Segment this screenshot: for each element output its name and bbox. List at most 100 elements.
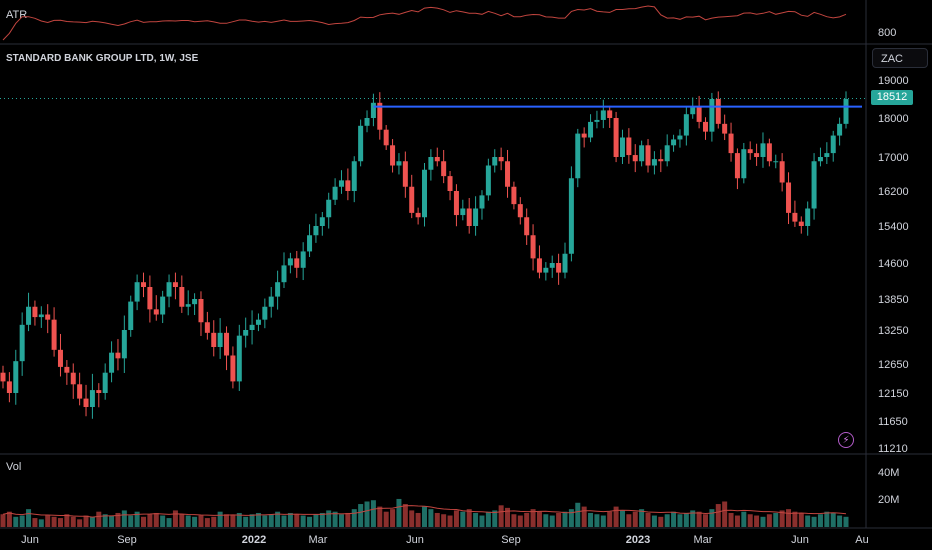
candle-body bbox=[422, 169, 427, 218]
volume-bar bbox=[51, 516, 57, 527]
candle-body bbox=[747, 149, 753, 154]
candle-body bbox=[607, 110, 613, 118]
atr-axis-label: 800 bbox=[878, 27, 896, 39]
volume-bar bbox=[275, 511, 281, 527]
volume-bar bbox=[326, 510, 332, 527]
volume-bar bbox=[153, 512, 159, 527]
volume-bar bbox=[843, 516, 849, 527]
candle-body bbox=[13, 361, 19, 393]
price-tick-label: 16200 bbox=[878, 186, 909, 198]
time-tick-label: Au bbox=[855, 534, 868, 546]
candle-body bbox=[338, 180, 344, 187]
volume-bar bbox=[619, 510, 625, 527]
volume-bar bbox=[511, 514, 517, 527]
candle-body bbox=[588, 121, 594, 138]
volume-bar bbox=[402, 504, 408, 527]
price-tick-label: 13850 bbox=[878, 294, 909, 306]
atr-pane-label: ATR bbox=[6, 9, 27, 21]
volume-bar bbox=[45, 515, 51, 527]
candle-body bbox=[351, 161, 357, 191]
candle-body bbox=[786, 182, 792, 213]
volume-bar bbox=[639, 509, 645, 527]
volume-bar bbox=[268, 514, 274, 527]
candle-body bbox=[26, 306, 32, 325]
candle-body bbox=[281, 265, 287, 283]
candle-body bbox=[179, 287, 185, 307]
candle-body bbox=[760, 143, 766, 157]
volume-bar bbox=[172, 510, 178, 527]
candle-body bbox=[377, 102, 383, 130]
volume-bar bbox=[281, 515, 287, 527]
volume-bar bbox=[236, 512, 242, 527]
candle-body bbox=[326, 199, 332, 218]
candle-body bbox=[460, 208, 466, 216]
volume-bar bbox=[760, 516, 766, 527]
volume-bar bbox=[147, 514, 153, 527]
volume-bar bbox=[102, 514, 108, 527]
volume-bar bbox=[837, 515, 843, 527]
candle-body bbox=[121, 330, 127, 359]
volume-bar bbox=[453, 510, 459, 527]
volume-bar bbox=[96, 511, 102, 527]
volume-bar bbox=[447, 515, 453, 527]
candle-body bbox=[268, 296, 274, 307]
candle-body bbox=[639, 145, 645, 162]
volume-bar bbox=[556, 512, 562, 527]
candle-body bbox=[843, 99, 849, 124]
candle-body bbox=[287, 258, 293, 266]
candle-body bbox=[677, 135, 683, 140]
candle-body bbox=[511, 186, 517, 205]
price-tick-label: 11650 bbox=[878, 416, 908, 428]
last-price-badge: 18512 bbox=[871, 90, 913, 105]
volume-bar bbox=[358, 504, 364, 527]
time-tick-label: Jun bbox=[791, 534, 809, 546]
volume-bar bbox=[262, 515, 268, 527]
candle-body bbox=[428, 157, 434, 170]
volume-bar bbox=[224, 514, 230, 527]
candle-body bbox=[754, 153, 760, 157]
volume-axis-label-40m: 40M bbox=[878, 467, 899, 479]
candle-body bbox=[415, 212, 421, 218]
time-tick-label: Mar bbox=[309, 534, 328, 546]
candle-body bbox=[275, 282, 281, 297]
volume-bar bbox=[779, 510, 785, 527]
candle-body bbox=[307, 235, 313, 252]
candle-body bbox=[345, 180, 351, 191]
candle-body bbox=[709, 99, 715, 132]
candle-body bbox=[594, 119, 600, 122]
candle-body bbox=[632, 155, 638, 162]
candles bbox=[0, 91, 849, 419]
candle-body bbox=[651, 159, 657, 166]
candle-body bbox=[6, 381, 12, 393]
candle-body bbox=[96, 390, 102, 393]
candle-body bbox=[0, 372, 6, 382]
candle-body bbox=[236, 335, 242, 382]
candle-body bbox=[83, 398, 89, 407]
candle-body bbox=[230, 355, 236, 382]
currency-selector[interactable]: ZAC bbox=[872, 48, 928, 68]
lightning-bolt-icon[interactable]: ⚡ bbox=[838, 432, 854, 448]
candle-body bbox=[536, 258, 542, 273]
volume-bar bbox=[664, 514, 670, 527]
volume-bar bbox=[817, 514, 823, 527]
volume-bar bbox=[217, 511, 223, 527]
volume-bar bbox=[383, 511, 389, 527]
price-tick-label: 18000 bbox=[878, 113, 909, 125]
candle-body bbox=[792, 212, 798, 222]
symbol-title: STANDARD BANK GROUP LTD, 1W, JSE bbox=[6, 53, 199, 64]
price-tick-label: 11210 bbox=[878, 443, 908, 455]
volume-bar bbox=[690, 510, 696, 527]
volume-bar bbox=[313, 514, 319, 527]
volume-bar bbox=[307, 516, 313, 527]
time-axis-ticks: Jun Sep 2022 Mar Jun Sep 2023 Mar Jun Au bbox=[21, 534, 869, 546]
volume-bar bbox=[830, 512, 836, 527]
volume-bar bbox=[671, 511, 677, 527]
candle-body bbox=[364, 118, 370, 126]
volume-bar bbox=[192, 516, 198, 527]
volume-bar bbox=[57, 518, 63, 527]
volume-bar bbox=[645, 512, 651, 527]
candle-body bbox=[798, 221, 804, 226]
volume-bar bbox=[466, 509, 472, 527]
volume-bar bbox=[345, 512, 351, 527]
